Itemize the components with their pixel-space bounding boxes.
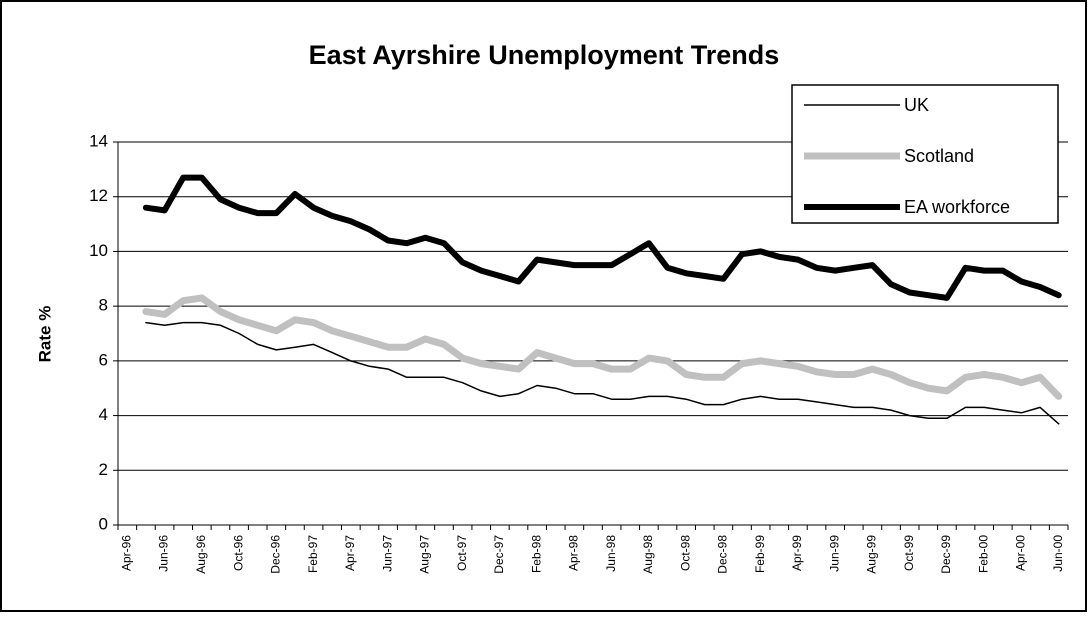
x-tick-label: Feb-00 <box>976 535 990 573</box>
chart-title: East Ayrshire Unemployment Trends <box>309 40 780 70</box>
y-tick-label: 8 <box>99 296 108 315</box>
series-line <box>142 294 1063 400</box>
x-tick-label: Apr-98 <box>567 535 581 571</box>
x-tick-label: Dec-97 <box>492 535 506 574</box>
legend-label: EA workforce <box>904 197 1010 217</box>
x-tick-label: Apr-96 <box>119 535 133 571</box>
series-line <box>145 321 1060 425</box>
y-tick-label: 12 <box>89 186 108 205</box>
x-tick-label: Jun-00 <box>1051 535 1065 572</box>
x-tick-label: Jun-98 <box>604 535 618 572</box>
x-tick-label: Dec-99 <box>939 535 953 574</box>
x-tick-label: Jun-96 <box>157 535 171 572</box>
x-tick-label: Feb-98 <box>529 535 543 573</box>
y-tick-label: 4 <box>99 405 108 424</box>
x-tick-label: Aug-98 <box>641 535 655 574</box>
series-line <box>142 174 1062 301</box>
x-tick-label: Jun-99 <box>827 535 841 572</box>
x-tick-label: Jun-97 <box>380 535 394 572</box>
x-tick-label: Feb-99 <box>753 535 767 573</box>
legend-label: UK <box>904 95 929 115</box>
x-tick-label: Apr-00 <box>1014 535 1028 571</box>
x-tick-label: Dec-98 <box>716 535 730 574</box>
y-tick-label: 6 <box>99 350 108 369</box>
y-tick-label: 2 <box>99 460 108 479</box>
x-tick-label: Oct-99 <box>902 535 916 571</box>
legend-label: Scotland <box>904 146 974 166</box>
y-tick-label: 10 <box>89 241 108 260</box>
y-axis-label: Rate % <box>35 306 54 363</box>
x-tick-label: Aug-99 <box>865 535 879 574</box>
x-tick-label: Oct-97 <box>455 535 469 571</box>
x-tick-label: Oct-96 <box>231 535 245 571</box>
x-tick-label: Aug-96 <box>194 535 208 574</box>
y-tick-label: 0 <box>99 514 108 533</box>
x-tick-label: Aug-97 <box>418 535 432 574</box>
x-tick-label: Feb-97 <box>306 535 320 573</box>
x-tick-label: Apr-97 <box>343 535 357 571</box>
x-tick-label: Oct-98 <box>678 535 692 571</box>
x-tick-label: Apr-99 <box>790 535 804 571</box>
y-tick-label: 14 <box>89 131 108 150</box>
x-tick-label: Dec-96 <box>269 535 283 574</box>
